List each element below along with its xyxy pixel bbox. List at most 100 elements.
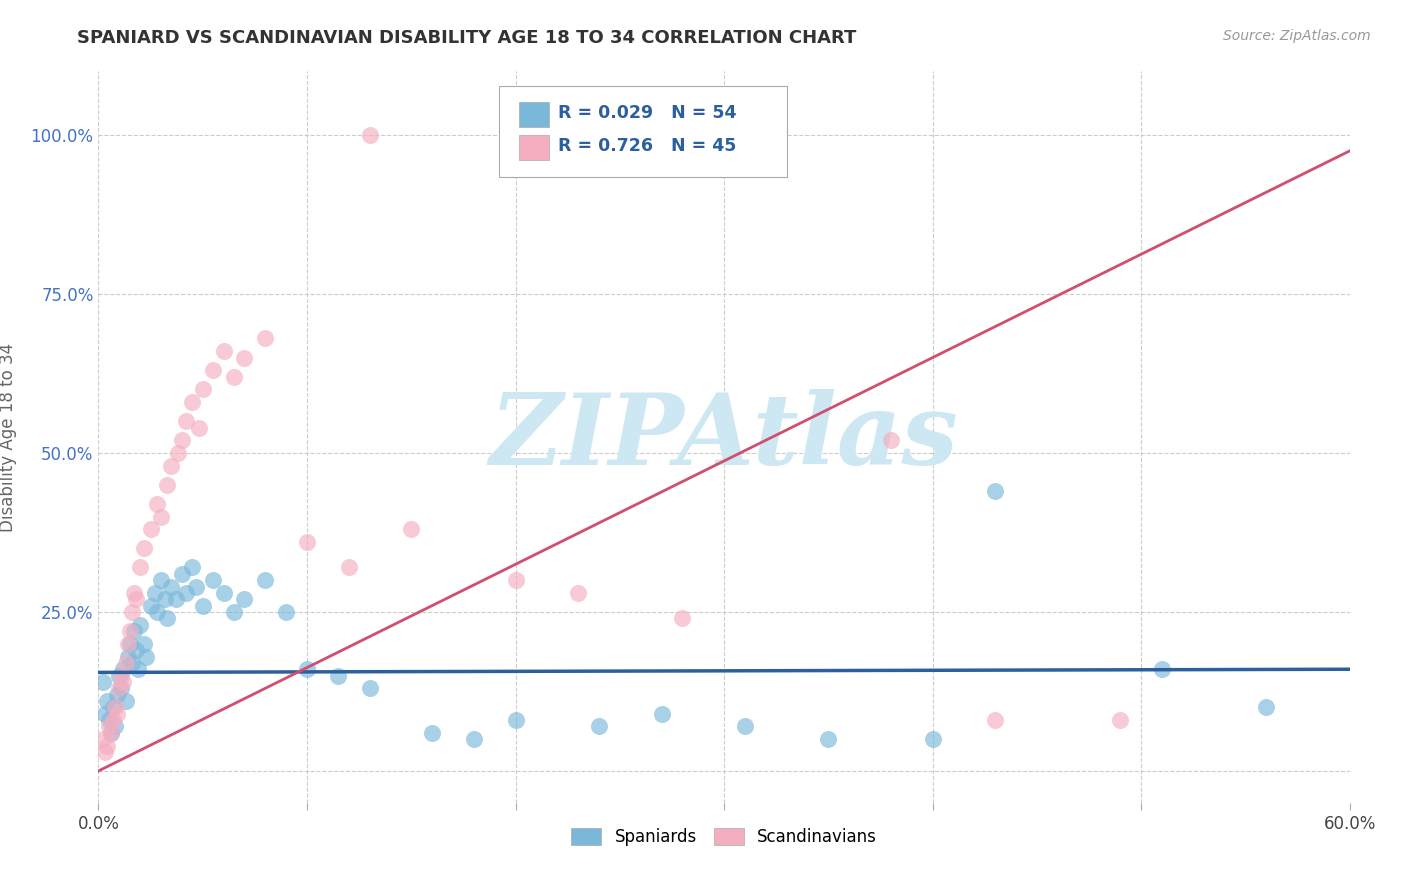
Point: [139, 522, 162, 536]
Point: [104, 719, 127, 733]
Point: [202, 363, 225, 377]
Point: [984, 484, 1007, 499]
Point: [671, 611, 693, 625]
Text: Source: ZipAtlas.com: Source: ZipAtlas.com: [1223, 29, 1371, 43]
Point: [91, 675, 114, 690]
Point: [984, 713, 1007, 727]
Point: [817, 732, 839, 747]
Point: [114, 694, 136, 708]
Point: [174, 586, 197, 600]
Point: [91, 732, 114, 747]
Point: [110, 681, 132, 696]
Point: [734, 719, 756, 733]
Point: [139, 599, 162, 613]
Point: [118, 637, 141, 651]
Point: [187, 420, 209, 434]
Point: [254, 331, 277, 345]
Point: [108, 668, 131, 682]
Point: [112, 675, 135, 690]
Point: [212, 344, 235, 359]
Point: [328, 668, 350, 682]
Point: [96, 694, 118, 708]
Point: [186, 580, 208, 594]
Text: R = 0.726   N = 45: R = 0.726 N = 45: [558, 137, 735, 155]
Point: [118, 624, 141, 638]
Point: [337, 560, 360, 574]
Point: [222, 605, 245, 619]
Point: [108, 681, 131, 696]
Point: [651, 706, 673, 721]
Point: [170, 566, 193, 581]
Point: [212, 586, 235, 600]
Point: [114, 656, 136, 670]
Point: [1256, 700, 1278, 714]
Point: [166, 446, 188, 460]
Point: [110, 668, 132, 682]
Point: [97, 719, 120, 733]
Point: [146, 605, 169, 619]
Point: [191, 599, 214, 613]
Point: [181, 395, 204, 409]
Point: [505, 573, 527, 587]
Point: [505, 713, 527, 727]
Point: [222, 369, 245, 384]
Point: [105, 688, 128, 702]
Point: [359, 681, 381, 696]
Point: [1150, 662, 1173, 676]
Point: [160, 580, 183, 594]
Point: [160, 458, 183, 473]
Point: [274, 605, 298, 619]
Point: [202, 573, 225, 587]
Point: [359, 128, 381, 142]
Point: [97, 713, 120, 727]
Point: [1109, 713, 1132, 727]
Point: [174, 414, 197, 428]
Point: [96, 739, 118, 753]
Point: [93, 706, 115, 721]
Point: [104, 700, 127, 714]
Point: [401, 522, 423, 536]
Point: [125, 643, 148, 657]
Point: [101, 713, 124, 727]
Point: [170, 434, 193, 448]
Point: [420, 726, 443, 740]
Point: [233, 351, 256, 365]
Point: [100, 726, 122, 740]
Point: [921, 732, 943, 747]
Point: [129, 560, 152, 574]
Point: [150, 573, 173, 587]
Point: [122, 586, 145, 600]
Point: [117, 637, 139, 651]
Legend: Spaniards, Scandinavians: Spaniards, Scandinavians: [565, 822, 883, 853]
Text: SPANIARD VS SCANDINAVIAN DISABILITY AGE 18 TO 34 CORRELATION CHART: SPANIARD VS SCANDINAVIAN DISABILITY AGE …: [77, 29, 856, 46]
Point: [463, 732, 485, 747]
Point: [156, 477, 179, 491]
Point: [295, 662, 318, 676]
Text: R = 0.029   N = 54: R = 0.029 N = 54: [558, 104, 737, 122]
Point: [567, 586, 589, 600]
Point: [153, 592, 176, 607]
Point: [125, 592, 148, 607]
Point: [880, 434, 903, 448]
Point: [191, 383, 214, 397]
Point: [156, 611, 179, 625]
Point: [146, 497, 169, 511]
Point: [121, 605, 143, 619]
Point: [101, 700, 124, 714]
Point: [121, 656, 143, 670]
Point: [165, 592, 187, 607]
Point: [127, 662, 149, 676]
Point: [122, 624, 145, 638]
Point: [134, 637, 156, 651]
FancyBboxPatch shape: [519, 102, 548, 127]
Point: [100, 726, 122, 740]
Point: [254, 573, 277, 587]
FancyBboxPatch shape: [499, 86, 787, 178]
Point: [112, 662, 135, 676]
Point: [181, 560, 204, 574]
Point: [588, 719, 610, 733]
Point: [233, 592, 256, 607]
FancyBboxPatch shape: [519, 135, 548, 160]
Point: [143, 586, 166, 600]
Point: [135, 649, 157, 664]
